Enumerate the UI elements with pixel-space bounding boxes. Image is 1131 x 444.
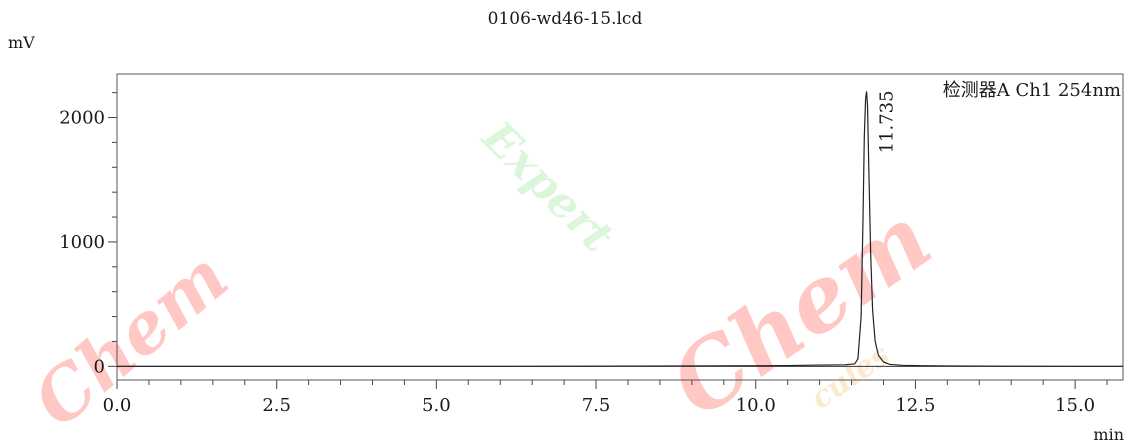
x-tick-label: 0.0 — [103, 395, 132, 416]
chart-title: 0106-wd46-15.lcd — [488, 9, 643, 29]
y-tick-label: 1000 — [59, 232, 105, 253]
x-axis-unit-label: min — [1093, 425, 1124, 444]
x-tick-label: 12.5 — [895, 395, 935, 416]
y-tick-label: 2000 — [59, 108, 105, 129]
peak-retention-label: 11.735 — [877, 90, 898, 153]
y-axis-unit-label: mV — [8, 33, 35, 52]
x-tick-label: 10.0 — [736, 395, 776, 416]
x-tick-label: 15.0 — [1055, 395, 1095, 416]
detector-legend: 检测器A Ch1 254nm — [943, 80, 1121, 101]
plot-frame — [116, 73, 1124, 381]
x-tick-label: 7.5 — [582, 395, 611, 416]
tick-marks — [108, 92, 1108, 389]
y-tick-label: 0 — [94, 356, 105, 377]
peak-labels: 11.735 — [877, 90, 898, 153]
watermark-text: Expert — [471, 110, 623, 262]
x-tick-label: 2.5 — [262, 395, 291, 416]
x-tick-label: 5.0 — [422, 395, 451, 416]
chromatogram-trace — [117, 91, 1123, 367]
tick-labels: 0.0 2.5 5.0 7.5 10.0 12.5 15.0 0 1000 2000 — [59, 108, 1095, 416]
